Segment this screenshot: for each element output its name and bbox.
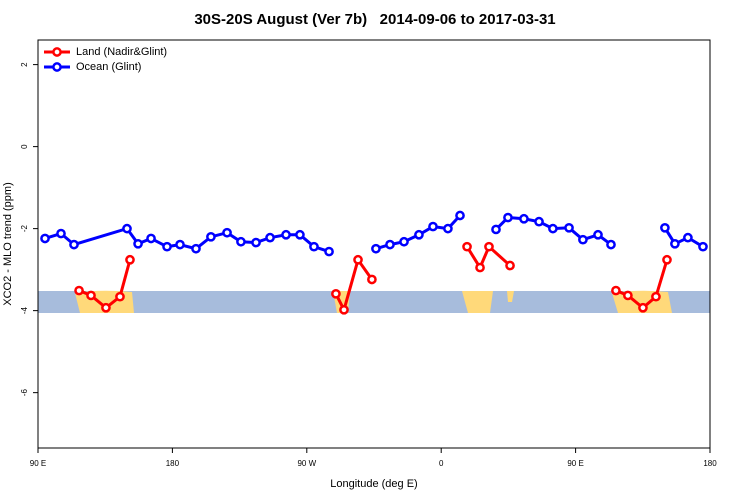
x-tick-label: 90 E (567, 459, 583, 468)
legend-label: Ocean (Glint) (76, 61, 141, 73)
x-tick-label: 90 W (297, 459, 316, 468)
point (324, 246, 334, 257)
y-tick-label: 2 (20, 62, 29, 67)
point (367, 274, 377, 285)
point (371, 243, 381, 254)
point (503, 212, 513, 223)
y-tick-label: -2 (20, 225, 29, 233)
point (295, 229, 305, 240)
point (385, 239, 395, 250)
legend-label: Land (Nadir&Glint) (76, 46, 167, 58)
x-tick-label: 180 (703, 459, 717, 468)
y-tick-label: 0 (20, 144, 29, 149)
legend: Land (Nadir&Glint) Ocean (Glint) (44, 46, 167, 73)
point (548, 223, 558, 234)
x-axis-label: Longitude (deg E) (330, 478, 417, 490)
point (606, 239, 616, 250)
point (660, 222, 670, 233)
y-axis-label: XCO2 - MLO trend (ppm) (2, 182, 14, 305)
point (623, 290, 633, 301)
legend-marker (52, 62, 62, 72)
point (69, 239, 79, 250)
point (443, 223, 453, 234)
point (133, 238, 143, 249)
point (339, 304, 349, 315)
point (670, 238, 680, 249)
point (455, 210, 465, 221)
plot-frame (37, 39, 711, 449)
point (236, 236, 246, 247)
point (175, 239, 185, 250)
point (578, 234, 588, 245)
point (146, 233, 156, 244)
point (191, 243, 201, 254)
point (251, 237, 261, 248)
point (74, 285, 84, 296)
point (353, 254, 363, 265)
point (505, 260, 515, 271)
point (484, 241, 494, 252)
point (162, 241, 172, 252)
point (611, 285, 621, 296)
y-tick-label: -4 (20, 307, 29, 315)
point (638, 302, 648, 313)
point (428, 221, 438, 232)
point (491, 224, 501, 235)
point (683, 232, 693, 243)
point (265, 232, 275, 243)
point (101, 302, 111, 313)
point (281, 229, 291, 240)
point (222, 227, 232, 238)
map-strip (38, 290, 710, 313)
y-tick-label: -6 (20, 389, 29, 397)
point (309, 241, 319, 252)
point (475, 262, 485, 273)
point (534, 216, 544, 227)
legend-marker (52, 47, 62, 57)
point (206, 231, 216, 242)
point (519, 213, 529, 224)
point (651, 291, 661, 302)
point (399, 236, 409, 247)
point (462, 241, 472, 252)
point (414, 229, 424, 240)
point (40, 233, 50, 244)
point (56, 228, 66, 239)
point (86, 290, 96, 301)
point (122, 223, 132, 234)
x-tick-label: 90 E (30, 459, 46, 468)
point (662, 254, 672, 265)
x-tick-label: 0 (439, 459, 444, 468)
chart-title: 30S-20S August (Ver 7b) 2014-09-06 to 20… (194, 11, 555, 28)
point (698, 241, 708, 252)
point (115, 291, 125, 302)
x-tick-label: 180 (166, 459, 180, 468)
point (564, 222, 574, 233)
point (593, 229, 603, 240)
point (331, 288, 341, 299)
point (125, 254, 135, 265)
